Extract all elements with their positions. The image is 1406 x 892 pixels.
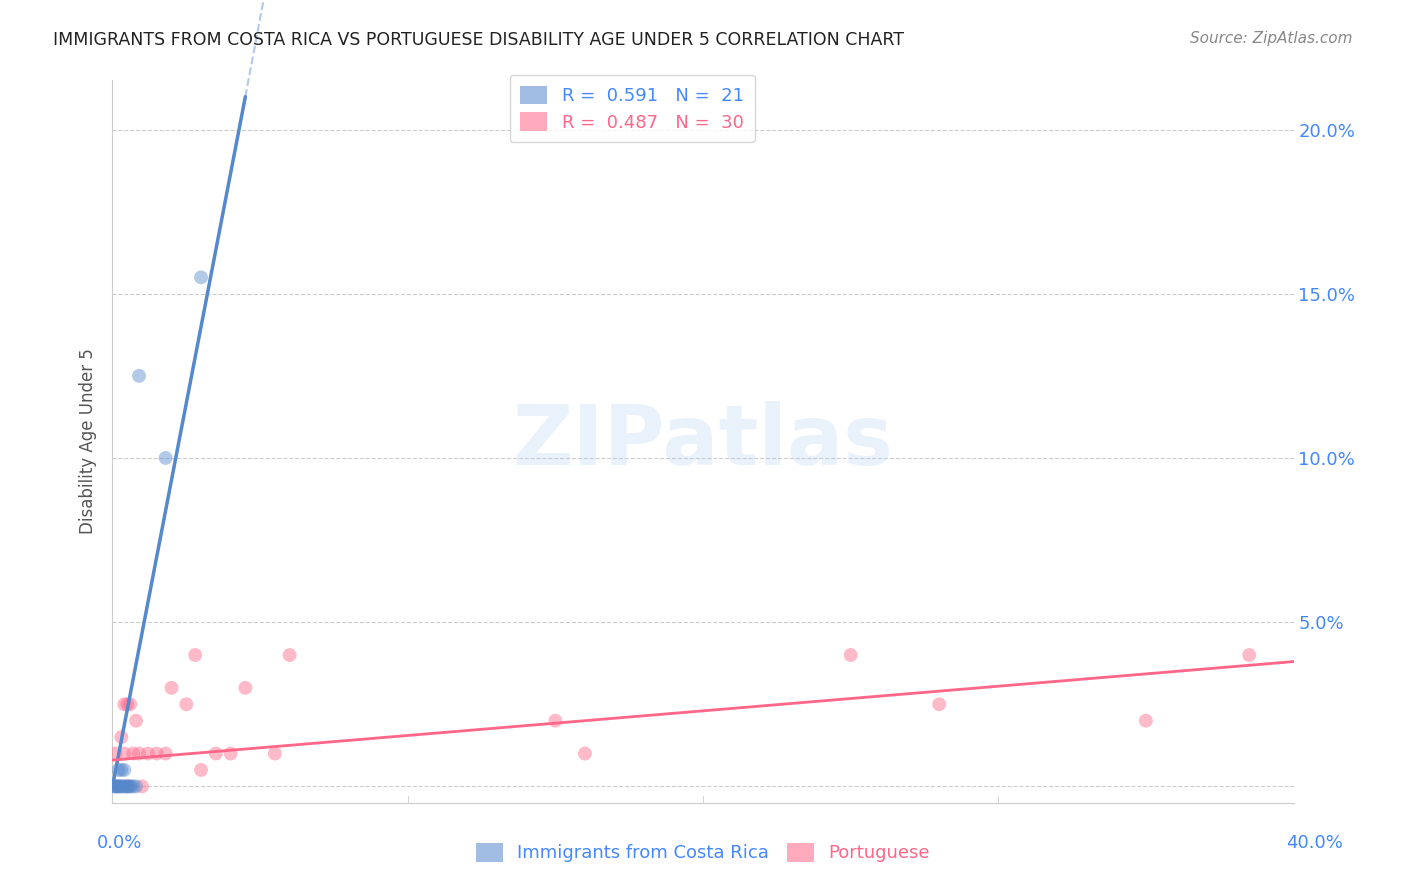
Point [117,780,138,794]
Point [122,780,145,794]
Point [155,747,177,761]
Point [928,698,950,712]
Point [103,780,125,794]
Point [160,681,183,695]
Text: ZIPatlas: ZIPatlas [513,401,893,482]
Point [117,698,138,712]
Point [110,730,132,744]
Text: 40.0%: 40.0% [1286,834,1343,852]
Point [112,763,135,777]
Point [278,648,301,662]
Point [105,780,128,794]
Y-axis label: Disability Age Under 5: Disability Age Under 5 [79,349,97,534]
Point [107,780,129,794]
Point [131,780,153,794]
Point [104,747,127,761]
Point [1239,648,1261,662]
Point [190,763,212,777]
Point [107,763,129,777]
Point [107,780,129,794]
Point [205,747,228,761]
Point [110,780,132,794]
Point [219,747,242,761]
Point [108,780,131,794]
Point [120,698,142,712]
Point [146,747,169,761]
Point [112,747,135,761]
Point [544,714,567,728]
Point [190,270,212,285]
Point [111,780,134,794]
Point [110,763,132,777]
Point [120,780,142,794]
Point [174,698,197,712]
Point [120,780,142,794]
Point [128,747,150,761]
Point [136,747,159,761]
Point [574,747,596,761]
Point [184,648,207,662]
Point [125,780,148,794]
Point [104,780,127,794]
Point [104,780,127,794]
Legend: Immigrants from Costa Rica, Portuguese: Immigrants from Costa Rica, Portuguese [468,836,938,870]
Point [264,747,287,761]
Text: 0.0%: 0.0% [97,834,142,852]
Point [839,648,862,662]
Point [128,368,150,383]
Legend: R =  0.591   N =  21, R =  0.487   N =  30: R = 0.591 N = 21, R = 0.487 N = 30 [509,75,755,143]
Point [117,780,138,794]
Point [117,780,138,794]
Point [1135,714,1157,728]
Point [112,698,135,712]
Point [233,681,256,695]
Point [112,780,135,794]
Text: Source: ZipAtlas.com: Source: ZipAtlas.com [1189,31,1353,46]
Text: IMMIGRANTS FROM COSTA RICA VS PORTUGUESE DISABILITY AGE UNDER 5 CORRELATION CHAR: IMMIGRANTS FROM COSTA RICA VS PORTUGUESE… [53,31,904,49]
Point [122,747,145,761]
Point [125,714,148,728]
Point [155,450,177,465]
